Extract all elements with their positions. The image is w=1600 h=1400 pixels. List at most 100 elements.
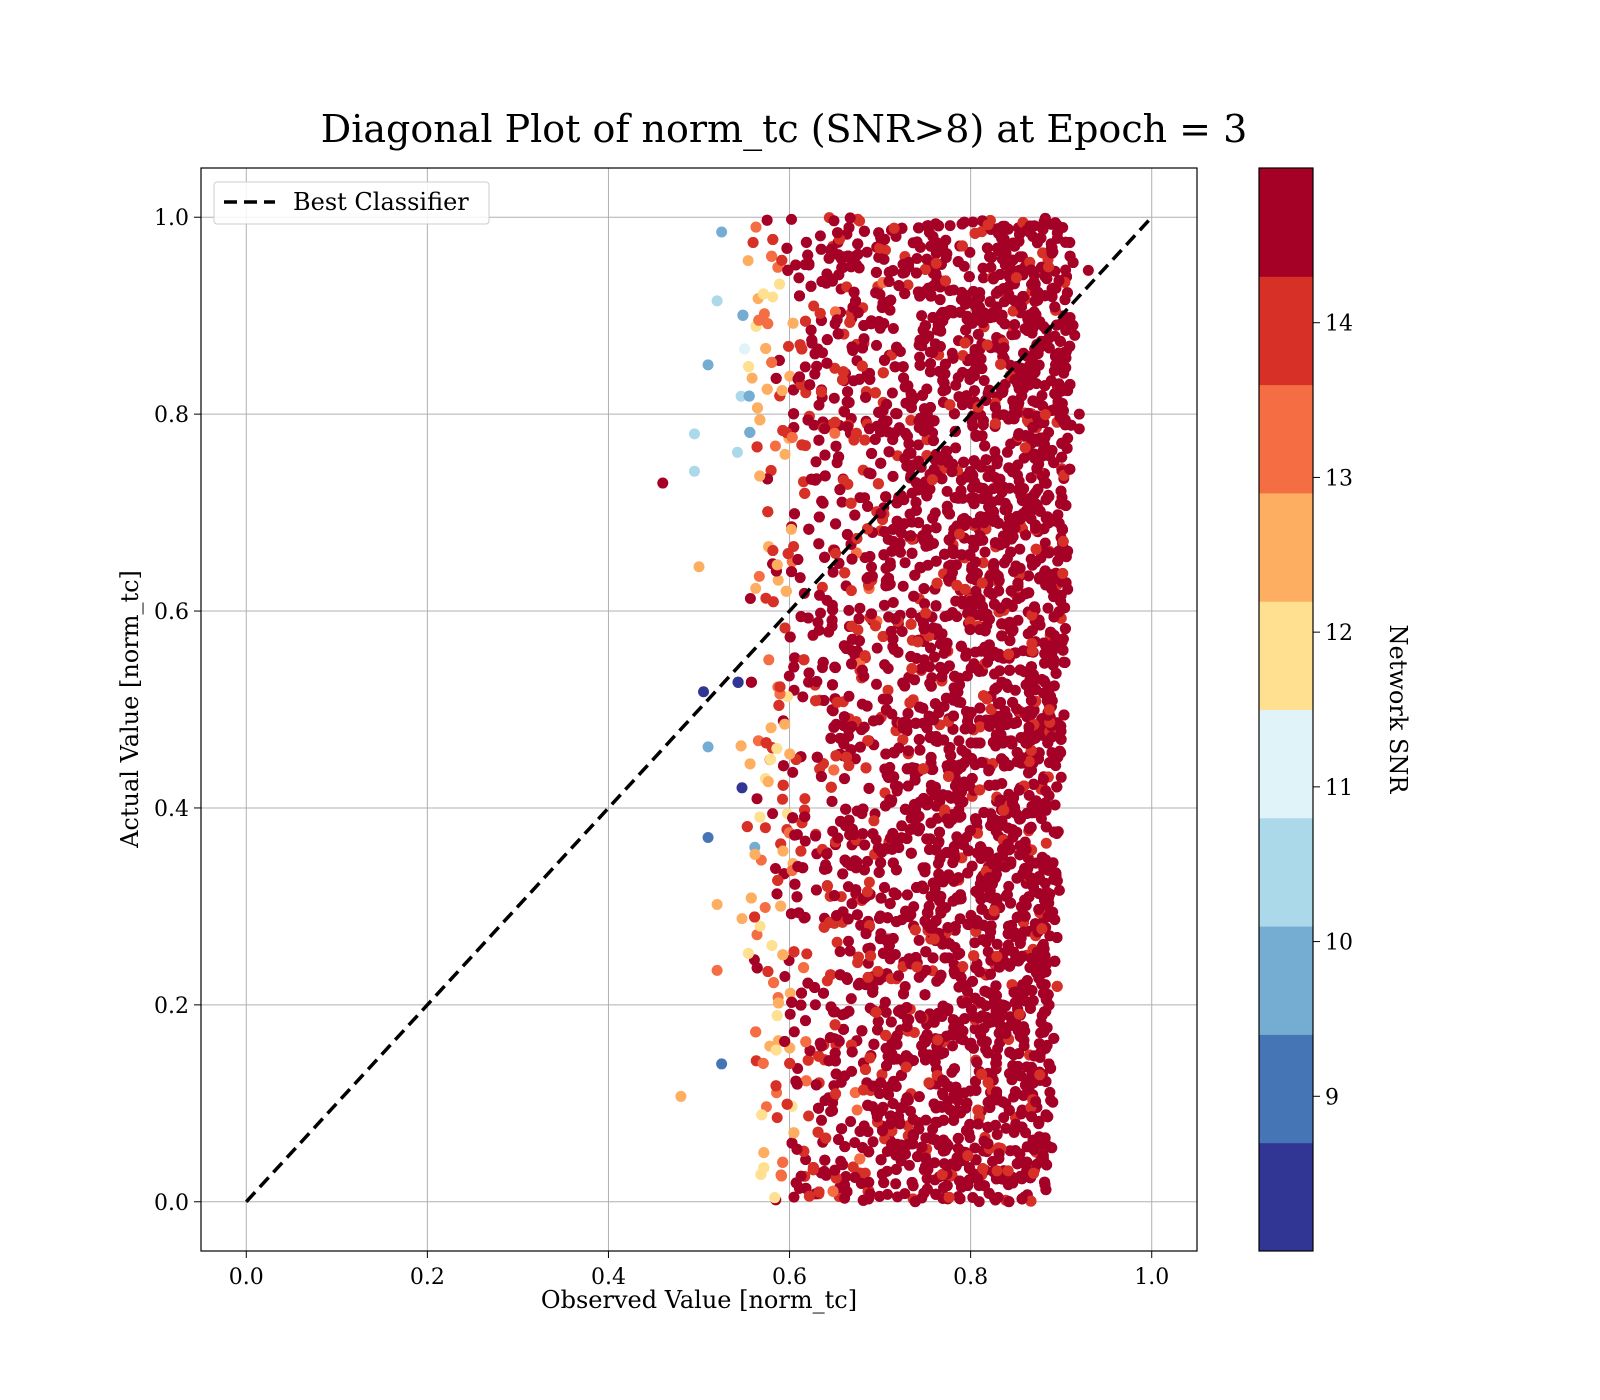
scatter-point [1012,459,1024,471]
scatter-point [1049,799,1061,811]
scatter-point [833,1134,844,1145]
scatter-point [815,607,826,619]
scatter-point [874,1190,886,1202]
scatter-point [871,1111,883,1123]
scatter-point [977,881,989,893]
scatter-point [854,215,866,227]
scatter-point [925,642,936,654]
scatter-point [809,348,821,360]
scatter-point [901,889,913,901]
scatter-point [746,372,758,384]
scatter-point [863,876,875,888]
scatter-point [874,289,886,300]
scatter-point [1014,543,1026,555]
scatter-point [800,1015,811,1027]
scatter-point [905,618,917,630]
scatter-point [911,253,923,264]
scatter-point [979,546,991,558]
scatter-point [1012,614,1024,626]
scatter-point [998,804,1010,816]
scatter-point [758,288,769,300]
scatter-point [736,913,748,925]
scatter-point [846,898,858,910]
scatter-point [812,616,824,628]
scatter-point [825,969,837,981]
scatter-point [967,975,978,987]
scatter-point [829,362,841,374]
scatter-point [829,416,841,428]
scatter-point [843,690,855,702]
scatter-point [871,678,882,690]
scatter-point [929,1157,940,1169]
scatter-point [783,670,795,682]
scatter-point [1055,771,1067,783]
scatter-point [864,551,876,562]
scatter-point [1053,884,1065,896]
scatter-point [735,740,747,752]
scatter-point [887,323,899,334]
scatter-point [830,440,842,452]
scatter-point [810,830,821,842]
scatter-point [999,318,1011,330]
scatter-point [924,677,936,689]
scatter-point [905,607,917,619]
scatter-point [915,663,927,675]
scatter-point [989,668,1001,680]
scatter-point [887,470,899,482]
scatter-point [785,908,797,920]
scatter-point [753,570,765,582]
scatter-point [892,646,904,658]
scatter-point [879,882,890,893]
scatter-point [1003,760,1015,771]
scatter-point [776,1170,787,1182]
scatter-point [930,555,942,567]
scatter-point [790,259,802,271]
scatter-point [767,596,779,608]
scatter-point [759,902,771,913]
scatter-point [828,215,840,227]
scatter-point [939,368,951,380]
scatter-point [910,504,922,516]
scatter-point [843,760,855,772]
scatter-point [765,465,777,476]
scatter-point [1040,837,1052,849]
scatter-point [800,1075,812,1087]
scatter-point [809,999,821,1011]
scatter-point [1003,880,1015,892]
scatter-point [800,315,811,327]
scatter-point [758,1147,770,1159]
scatter-point [977,419,989,431]
scatter-point [1027,676,1039,688]
point-cloud [731,212,1079,1208]
scatter-point [808,300,820,312]
scatter-point [902,279,914,291]
scatter-point [868,815,880,827]
scatter-point [788,1026,800,1038]
scatter-point [826,795,838,807]
scatter-point [800,1154,812,1166]
scatter-point [744,758,756,770]
scatter-point [754,920,766,932]
scatter-point [843,935,854,947]
scatter-point [814,230,826,242]
scatter-point [858,333,870,345]
scatter-point [851,909,863,921]
scatter-point [736,782,748,794]
scatter-point [867,1136,879,1148]
scatter-point [886,387,898,399]
scatter-point [1000,1122,1012,1134]
scatter-point [878,599,890,611]
scatter-point [948,548,959,560]
scatter-point [941,485,953,497]
chart-title: Diagonal Plot of norm_tc (SNR>8) at Epoc… [321,107,1248,152]
scatter-point [799,259,811,271]
scatter-point [1042,602,1054,614]
scatter-point [952,686,964,698]
scatter-point [751,929,763,941]
scatter-point [818,987,829,999]
scatter-point [842,421,853,433]
scatter-point [837,1159,849,1171]
scatter-point [924,366,936,378]
scatter-point [947,1040,958,1052]
scatter-point [802,1054,814,1066]
